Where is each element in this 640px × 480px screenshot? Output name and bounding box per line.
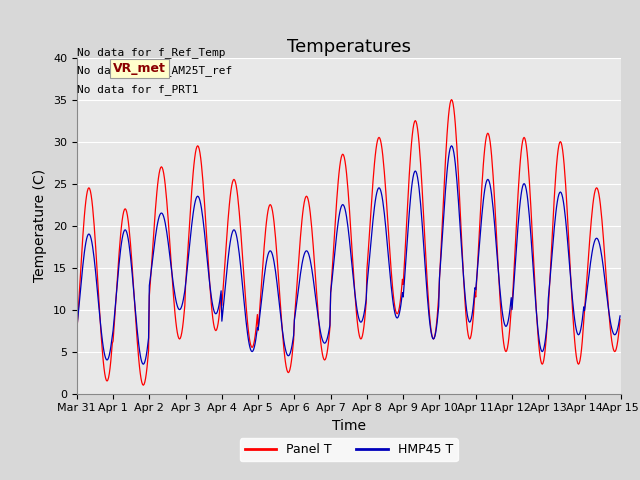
- Y-axis label: Temperature (C): Temperature (C): [33, 169, 47, 282]
- X-axis label: Time: Time: [332, 419, 366, 433]
- Legend: Panel T, HMP45 T: Panel T, HMP45 T: [239, 438, 458, 461]
- Title: Temperatures: Temperatures: [287, 38, 411, 56]
- Text: No data for f_PRT1: No data for f_PRT1: [77, 84, 198, 95]
- Text: VR_met: VR_met: [113, 62, 166, 75]
- Text: No data for f_Ref_Temp: No data for f_Ref_Temp: [77, 47, 225, 58]
- Text: No data for f_AM25T_ref: No data for f_AM25T_ref: [77, 65, 232, 76]
